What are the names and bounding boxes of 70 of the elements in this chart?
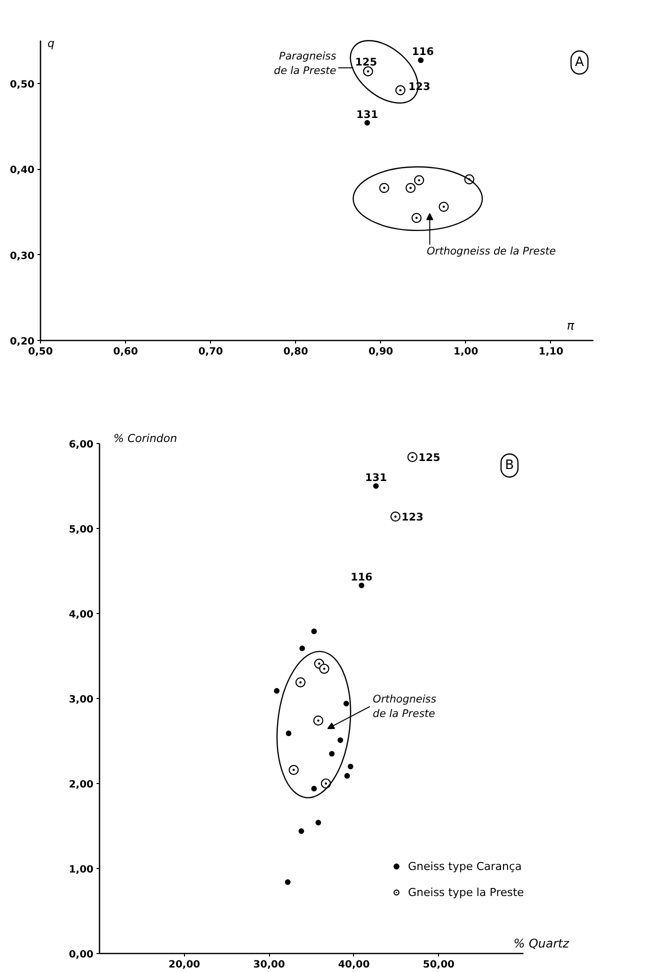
point — [338, 737, 344, 743]
point — [344, 773, 350, 779]
annotation: 116 — [350, 571, 372, 584]
point — [418, 57, 424, 64]
x-tick-label: 1,00 — [454, 346, 478, 358]
y-tick-label: 3,00 — [68, 694, 94, 706]
point — [298, 828, 304, 834]
point — [411, 212, 422, 223]
annotation: 116 — [412, 46, 434, 58]
point — [343, 700, 350, 706]
annotation: 125 — [418, 452, 440, 464]
point — [390, 512, 400, 522]
point — [284, 879, 291, 885]
x-tick-label: 20,00 — [168, 960, 200, 970]
annotation: 131 — [364, 472, 387, 484]
annotation: 131 — [356, 108, 378, 121]
point — [311, 786, 317, 792]
point — [414, 175, 424, 186]
y-tick-label: 2,00 — [68, 780, 94, 790]
y-tick-label: 0,50 — [10, 79, 35, 90]
x-tick-label: 0,70 — [198, 346, 224, 358]
x-tick-label: 1,10 — [538, 346, 564, 358]
point — [311, 628, 317, 634]
text: A — [575, 55, 584, 70]
y-tick-label: 0,00 — [68, 950, 94, 960]
annotation: 123 — [401, 512, 424, 524]
x-tick-label: 0,90 — [368, 346, 394, 358]
point — [373, 483, 379, 489]
point — [295, 677, 306, 688]
text: B — [505, 458, 514, 473]
y-tick-label: 4,00 — [68, 610, 94, 620]
point — [315, 820, 322, 826]
point — [319, 664, 330, 674]
y-axis-title: q — [48, 37, 54, 50]
point — [406, 182, 416, 193]
point — [329, 750, 335, 757]
x-tick-label: 50,00 — [422, 960, 455, 970]
point — [395, 85, 406, 96]
point — [362, 66, 374, 76]
x-tick-label: 30,00 — [253, 960, 285, 970]
y-tick-label: 0,20 — [10, 336, 35, 348]
y-tick-label: 6,00 — [68, 440, 94, 450]
point — [299, 646, 305, 652]
x-tick-label: 0,80 — [283, 346, 308, 358]
x-tick-label: 40,00 — [338, 960, 370, 970]
point — [379, 182, 390, 193]
x-axis-title: % Quartz — [514, 936, 570, 950]
point — [348, 764, 354, 770]
point — [274, 688, 280, 694]
point — [358, 582, 364, 588]
annotation: Orthogneiss de la Preste — [426, 246, 556, 258]
x-axis-title: π — [566, 318, 575, 332]
point — [286, 730, 292, 736]
legend-label: Gneiss type Carança — [408, 860, 522, 872]
annotation: 125 — [355, 56, 378, 68]
point — [313, 716, 324, 726]
point — [407, 452, 418, 462]
y-axis-title: % Corindon — [114, 432, 178, 445]
y-tick-label: 0,30 — [10, 250, 35, 262]
x-tick-label: 0,60 — [113, 346, 138, 358]
y-tick-label: 1,00 — [68, 864, 94, 876]
annotation: Orthogneiss de la Preste — [372, 693, 437, 720]
point — [364, 120, 370, 126]
y-tick-label: 5,00 — [68, 524, 94, 536]
point — [438, 202, 449, 212]
legend-label: Gneiss type la Preste — [408, 886, 524, 898]
point — [288, 764, 299, 775]
x-tick-label: 0,50 — [28, 346, 53, 358]
annotation: Paragneiss de la Preste — [274, 50, 337, 77]
y-tick-label: 0,40 — [10, 165, 35, 176]
